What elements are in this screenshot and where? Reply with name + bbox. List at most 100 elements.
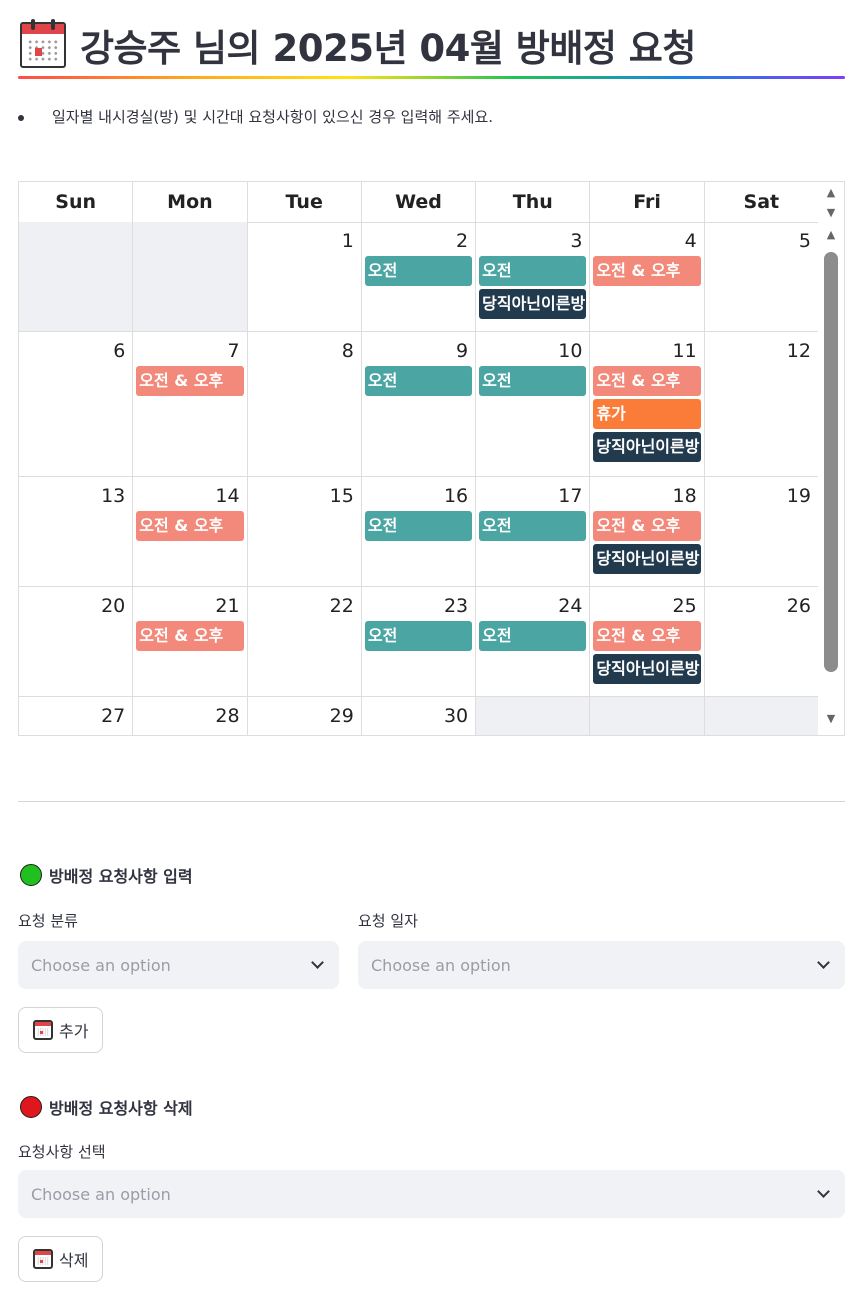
category-placeholder: Choose an option	[31, 955, 171, 975]
calendar-event-am[interactable]: 오전	[479, 621, 587, 651]
calendar-day-cell[interactable]: 20	[19, 587, 134, 696]
date-label: 요청 일자	[358, 912, 418, 930]
green-circle-icon	[20, 864, 42, 886]
calendar-day-cell[interactable]: 7 오전 & 오후	[133, 332, 248, 476]
day-number: 7	[227, 340, 240, 362]
scroll-up-icon[interactable]: ▲	[826, 186, 836, 199]
calendar-day-cell[interactable]: 17 오전	[476, 477, 591, 586]
calendar-day-cell[interactable]: 4 오전 & 오후	[590, 222, 705, 331]
calendar-day-cell[interactable]: 22	[248, 587, 362, 696]
weekday-header-cell: Sun	[19, 182, 134, 223]
calendar-day-cell[interactable]	[590, 697, 705, 735]
calendar-event-note[interactable]: 당직아닌이른방	[593, 544, 701, 574]
calendar-day-cell[interactable]: 1	[248, 222, 362, 331]
calendar-day-cell[interactable]: 2 오전	[362, 222, 477, 331]
calendar-day-cell[interactable]: 21 오전 & 오후	[133, 587, 248, 696]
calendar-event-both[interactable]: 오전 & 오후	[593, 256, 701, 286]
weekday-header-cell: Mon	[133, 182, 248, 223]
calendar-day-cell[interactable]: 28	[133, 697, 248, 735]
calendar-day-cell[interactable]: 25 오전 & 오후 당직아닌이른방	[590, 587, 705, 696]
calendar-event-both[interactable]: 오전 & 오후	[593, 366, 701, 396]
calendar-week-row: 6 7 오전 & 오후 8 9 오전 10 오전 11 오전 & 오후 휴가 당직아닌이른방 12	[19, 332, 819, 477]
calendar-day-cell[interactable]: 13	[19, 477, 134, 586]
calendar-day-cell[interactable]: 16 오전	[362, 477, 477, 586]
calendar-day-cell[interactable]: 27	[19, 697, 134, 735]
request-select[interactable]: Choose an option	[18, 1170, 845, 1218]
calendar-event-am[interactable]: 오전	[364, 621, 473, 651]
calendar-day-cell[interactable]: 19	[705, 477, 819, 586]
day-number: 20	[101, 595, 126, 617]
calendar-day-cell[interactable]: 11 오전 & 오후 휴가 당직아닌이른방	[590, 332, 705, 476]
calendar-event-am[interactable]: 오전	[364, 366, 473, 396]
day-number: 16	[443, 485, 469, 507]
calendar-day-cell[interactable]: 6	[19, 332, 134, 476]
weekday-header-cell: Thu	[476, 182, 591, 223]
weekday-header-cell: Sat	[704, 182, 819, 223]
scroll-down-icon[interactable]: ▼	[826, 206, 836, 219]
calendar-event-am[interactable]: 오전	[479, 256, 587, 286]
calendar-event-note[interactable]: 당직아닌이른방	[479, 289, 587, 319]
day-number: 5	[798, 230, 811, 252]
calendar-body[interactable]: 1 2 오전 3 오전 당직아닌이른방 4 오전 & 오후 5 6 7 오전 & 오후 8 9 오전 10 오전…	[19, 222, 819, 735]
calendar-day-cell[interactable]	[476, 697, 591, 735]
delete-button[interactable]: 삭제	[18, 1236, 104, 1282]
calendar-day-cell[interactable]	[19, 222, 134, 331]
day-number	[593, 701, 700, 731]
calendar-day-cell[interactable]: 26	[705, 587, 819, 696]
calendar-day-cell[interactable]	[133, 222, 248, 331]
day-number: 6	[113, 340, 126, 362]
calendar-day-cell[interactable]: 12	[705, 332, 819, 476]
day-number: 12	[786, 340, 811, 362]
calendar-event-note[interactable]: 당직아닌이른방	[593, 654, 701, 684]
calendar-event-both[interactable]: 오전 & 오후	[593, 511, 701, 541]
calendar-day-cell[interactable]: 23 오전	[362, 587, 477, 696]
calendar-day-cell[interactable]: 15	[248, 477, 362, 586]
calendar-day-cell[interactable]: 30	[362, 697, 477, 735]
day-number: 19	[786, 485, 811, 507]
chevron-down-icon	[310, 957, 326, 973]
calendar-event-both[interactable]: 오전 & 오후	[136, 366, 244, 396]
weekday-header: Sun Mon Tue Wed Thu Fri Sat	[19, 182, 819, 223]
page-header: 강승주 님의 2025년 04월 방배정 요청	[20, 18, 696, 72]
day-number: 18	[672, 485, 697, 507]
day-number: 2	[456, 230, 469, 252]
calendar-day-cell[interactable]: 10 오전	[476, 332, 591, 476]
day-number: 29	[329, 705, 354, 727]
calendar-event-am[interactable]: 오전	[479, 511, 587, 541]
day-number: 15	[329, 485, 354, 507]
calendar-day-cell[interactable]: 8	[248, 332, 362, 476]
calendar-scrollbar[interactable]: ▲ ▼ ▲ ▼	[818, 182, 844, 735]
calendar-day-cell[interactable]: 3 오전 당직아닌이른방	[476, 222, 591, 331]
chevron-down-icon	[816, 1186, 832, 1202]
calendar-week-row: 13 14 오전 & 오후 15 16 오전 17 오전 18 오전 & 오후 당직아닌이른방 19	[19, 477, 819, 587]
add-button-label: 추가	[59, 1022, 89, 1041]
day-number: 21	[215, 595, 240, 617]
calendar-event-note[interactable]: 당직아닌이른방	[593, 432, 701, 462]
calendar-day-cell[interactable]: 5	[705, 222, 819, 331]
calendar-event-leave[interactable]: 휴가	[593, 399, 701, 429]
calendar-day-cell[interactable]: 24 오전	[476, 587, 591, 696]
calendar-day-cell[interactable]: 14 오전 & 오후	[133, 477, 248, 586]
calendar-day-cell[interactable]: 9 오전	[362, 332, 477, 476]
calendar-event-am[interactable]: 오전	[479, 366, 587, 396]
calendar-day-cell[interactable]: 29	[248, 697, 362, 735]
scroll-up-icon[interactable]: ▲	[826, 228, 836, 241]
date-select[interactable]: Choose an option	[358, 941, 845, 989]
calendar-day-cell[interactable]	[704, 697, 819, 735]
request-select-placeholder: Choose an option	[31, 1184, 171, 1204]
scroll-down-icon[interactable]: ▼	[826, 712, 836, 725]
calendar-week-row: 27 28 29 30	[19, 697, 819, 735]
scrollbar-thumb[interactable]	[824, 252, 838, 672]
calendar-icon	[20, 18, 66, 68]
calendar-event-am[interactable]: 오전	[364, 256, 473, 286]
add-button[interactable]: 추가	[18, 1007, 104, 1053]
calendar-event-both[interactable]: 오전 & 오후	[136, 621, 244, 651]
calendar-event-am[interactable]: 오전	[364, 511, 473, 541]
instruction-bullet: 일자별 내시경실(방) 및 시간대 요청사항이 있으신 경우 입력해 주세요.	[18, 106, 493, 127]
calendar-icon	[33, 1020, 53, 1040]
category-select[interactable]: Choose an option	[18, 941, 339, 989]
calendar-day-cell[interactable]: 18 오전 & 오후 당직아닌이른방	[590, 477, 705, 586]
calendar-event-both[interactable]: 오전 & 오후	[136, 511, 244, 541]
calendar-event-both[interactable]: 오전 & 오후	[593, 621, 701, 651]
day-number: 25	[672, 595, 697, 617]
